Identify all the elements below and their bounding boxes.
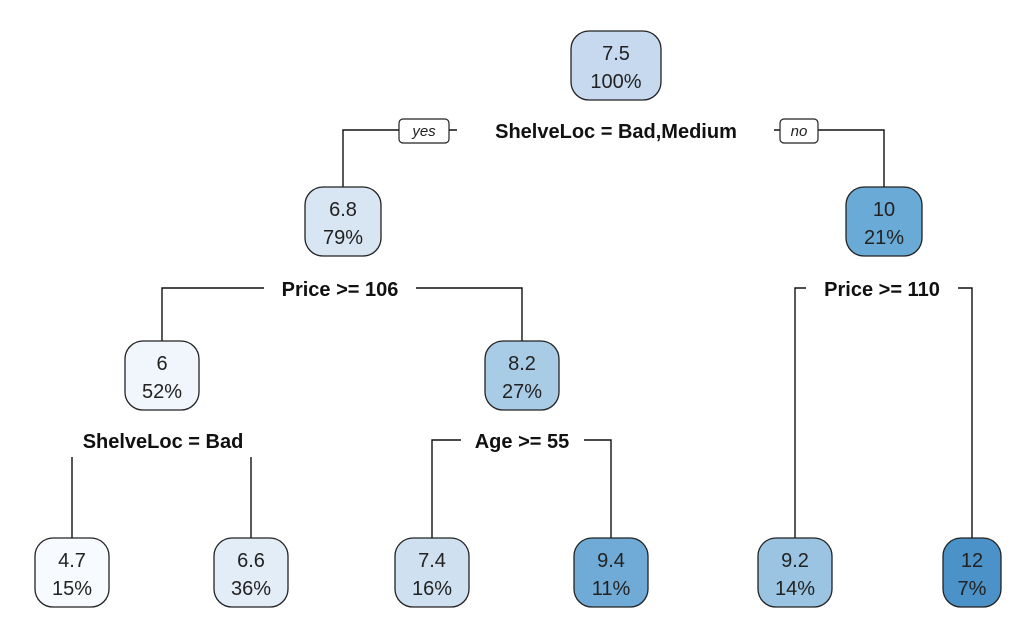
node-box [394,537,470,608]
node-percent: 36% [231,578,271,600]
node-value: 6.8 [329,199,357,221]
split-label: Price >= 106 [282,279,399,301]
node-box [213,537,289,608]
node-value: 8.2 [508,353,536,375]
edge-n2-left [161,287,264,342]
yes-tag: yes [398,118,450,144]
tree-node-n2: 6.8 79% [304,186,382,257]
node-box [845,186,923,257]
split-label: ShelveLoc = Bad [83,431,244,453]
split-label: ShelveLoc = Bad,Medium [495,121,737,143]
edge-n5-left [431,439,461,539]
node-value: 12 [961,550,983,572]
no-tag: no [779,118,819,144]
node-box [34,537,110,608]
split-label: Price >= 110 [824,279,940,301]
tree-node-n4: 6 52% [124,340,200,411]
node-value: 6.6 [237,550,265,572]
node-value: 7.5 [602,43,630,65]
node-percent: 79% [323,227,363,249]
tree-node-n10: 9.2 14% [757,537,833,608]
edge-n2-right [416,287,523,342]
node-value: 7.4 [418,550,446,572]
yes-label: yes [411,123,436,140]
tree-node-n9: 9.4 11% [573,537,649,608]
node-box [124,340,200,411]
tree-node-n5: 8.2 27% [484,340,560,411]
tree-node-n11: 12 7% [942,537,1002,608]
split-s2: Price >= 106 [266,276,414,302]
node-percent: 21% [864,227,904,249]
node-percent: 27% [502,381,542,403]
node-box [484,340,560,411]
node-value: 4.7 [58,550,86,572]
split-s3: Price >= 110 [808,276,956,302]
node-percent: 11% [592,578,631,600]
split-s1: ShelveLoc = Bad,Medium [459,118,773,144]
node-value: 9.4 [597,550,625,572]
tree-node-n8: 7.4 16% [394,537,470,608]
no-label: no [791,123,808,140]
node-value: 6 [156,353,167,375]
node-percent: 52% [142,381,182,403]
node-percent: 100% [590,71,641,93]
node-percent: 15% [52,578,92,600]
node-value: 10 [873,199,895,221]
tree-node-n3: 10 21% [845,186,923,257]
node-box [757,537,833,608]
node-value: 9.2 [781,550,809,572]
node-box [573,537,649,608]
split-s5: Age >= 55 [463,428,582,454]
tree-node-n1: 7.5 100% [570,30,662,101]
node-percent: 7% [958,578,987,600]
edge-n3-left [794,287,806,539]
edge-n5-right [584,439,612,539]
node-box [570,30,662,101]
node-percent: 16% [412,578,452,600]
edge-n3-right [958,287,973,539]
node-box [942,537,1002,608]
split-label: Age >= 55 [475,431,570,453]
tree-node-n6: 4.7 15% [34,537,110,608]
node-percent: 14% [775,578,815,600]
tree-node-n7: 6.6 36% [213,537,289,608]
node-box [304,186,382,257]
tree-edges [71,129,973,539]
split-s4: ShelveLoc = Bad [60,428,266,454]
